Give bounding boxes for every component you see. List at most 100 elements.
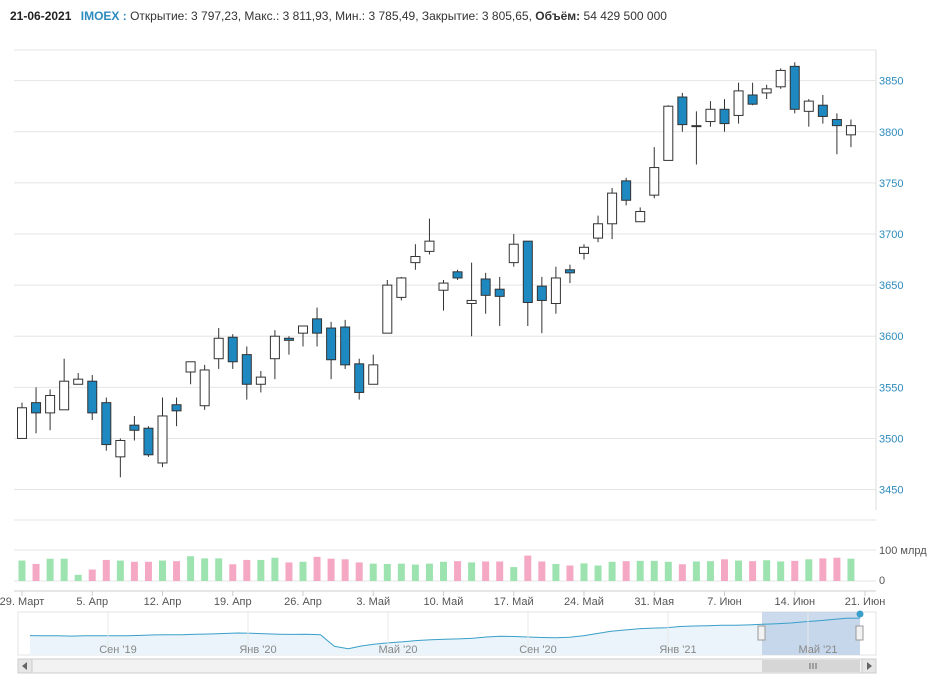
candle[interactable] xyxy=(817,94,828,124)
candle[interactable] xyxy=(564,264,575,284)
candle[interactable] xyxy=(410,244,421,270)
candle-body xyxy=(438,282,449,291)
candle[interactable] xyxy=(45,389,56,431)
scrollbar-thumb[interactable] xyxy=(762,660,860,672)
candle[interactable] xyxy=(269,330,280,380)
candle[interactable] xyxy=(803,99,814,127)
candle[interactable] xyxy=(87,375,98,421)
info-colon: : xyxy=(122,9,127,23)
candle[interactable] xyxy=(508,234,519,267)
candle[interactable] xyxy=(607,188,618,240)
candle[interactable] xyxy=(227,334,238,369)
candle[interactable] xyxy=(761,84,772,100)
candle[interactable] xyxy=(480,272,491,314)
info-volume-value: 54 429 500 000 xyxy=(583,9,667,23)
volume-bar xyxy=(243,559,251,581)
candle[interactable] xyxy=(115,438,126,478)
candle[interactable] xyxy=(185,361,196,385)
time-axis: 29. Март 5. Апр 12. Апр 19. Апр 26. Апр 3. Ма… xyxy=(0,590,886,608)
candle[interactable] xyxy=(17,402,27,439)
candle-body xyxy=(241,354,252,385)
candle[interactable] xyxy=(31,387,42,434)
candle[interactable] xyxy=(466,262,477,337)
candle[interactable] xyxy=(171,397,182,427)
candle[interactable] xyxy=(283,336,294,355)
candle[interactable] xyxy=(579,244,589,260)
candle-body xyxy=(101,402,112,446)
navigator-selection[interactable] xyxy=(762,612,860,655)
candle-body xyxy=(663,105,674,161)
candle[interactable] xyxy=(663,105,674,161)
volume-bars xyxy=(18,555,855,581)
candle[interactable] xyxy=(424,218,435,255)
candle-body xyxy=(579,246,589,254)
candle[interactable] xyxy=(845,119,856,148)
scrollbar-track[interactable] xyxy=(17,658,877,674)
candle-body xyxy=(733,90,744,116)
candle[interactable] xyxy=(649,147,660,199)
candle[interactable] xyxy=(705,101,716,127)
candle[interactable] xyxy=(593,215,604,243)
candle[interactable] xyxy=(775,68,786,89)
candle[interactable] xyxy=(157,397,168,468)
candle[interactable] xyxy=(73,373,84,385)
candle[interactable] xyxy=(213,328,224,369)
candle-body xyxy=(199,369,210,407)
volume-bar xyxy=(721,559,728,581)
candle[interactable] xyxy=(312,307,323,347)
candle[interactable] xyxy=(396,276,407,301)
candle[interactable] xyxy=(621,177,632,206)
candle[interactable] xyxy=(522,240,533,326)
navigator[interactable]: Сен '19 Янв '20 Май '20 Сен '20 Янв '21 Май '… xyxy=(17,610,877,657)
candle[interactable] xyxy=(143,426,154,457)
candle-body xyxy=(719,108,730,125)
candle[interactable] xyxy=(691,111,702,165)
candle-body xyxy=(452,271,463,279)
volume-bar xyxy=(594,565,602,581)
navigator-handle-left[interactable] xyxy=(757,625,766,641)
info-high-label: Макс.: xyxy=(244,9,280,23)
x-tick-label: 21. Июн xyxy=(845,596,886,608)
candle[interactable] xyxy=(199,364,210,410)
candle-body xyxy=(73,378,84,385)
candle[interactable] xyxy=(255,370,266,393)
candle[interactable] xyxy=(452,269,463,280)
x-tick-label: 10. Май xyxy=(424,596,464,608)
volume-bar xyxy=(510,567,518,581)
x-tick-label: 3. Май xyxy=(356,596,390,608)
candle[interactable] xyxy=(733,82,744,124)
candle[interactable] xyxy=(438,280,449,311)
candle[interactable] xyxy=(340,319,351,369)
candle[interactable] xyxy=(241,346,252,400)
candle[interactable] xyxy=(635,207,646,223)
info-close-value: 3 805,65 xyxy=(481,9,529,23)
candle-body xyxy=(171,404,182,412)
info-low-value: 3 785,49 xyxy=(368,9,416,23)
candle[interactable] xyxy=(831,113,842,155)
x-tick-label: 12. Апр xyxy=(144,596,182,608)
candle[interactable] xyxy=(382,280,393,334)
candle[interactable] xyxy=(368,354,379,385)
candle[interactable] xyxy=(677,92,688,132)
x-tick-label: 24. Май xyxy=(564,596,604,608)
volume-bar xyxy=(215,558,223,581)
info-high-value: 3 811,93 xyxy=(282,9,329,23)
candle[interactable] xyxy=(719,99,730,132)
volume-bar xyxy=(271,557,279,581)
candle[interactable] xyxy=(494,276,505,326)
candle[interactable] xyxy=(326,321,337,380)
candle[interactable] xyxy=(747,82,758,106)
candle[interactable] xyxy=(129,415,140,441)
candle[interactable] xyxy=(789,62,800,114)
candle[interactable] xyxy=(536,276,547,334)
scrollbar[interactable] xyxy=(17,658,877,674)
candle-body xyxy=(550,277,561,305)
candle-body xyxy=(761,88,772,94)
candle[interactable] xyxy=(354,358,365,400)
candle[interactable] xyxy=(101,397,112,451)
candle[interactable] xyxy=(550,266,561,314)
candle[interactable] xyxy=(298,325,308,347)
navigator-handle-right[interactable] xyxy=(855,625,864,641)
candle[interactable] xyxy=(59,358,70,411)
